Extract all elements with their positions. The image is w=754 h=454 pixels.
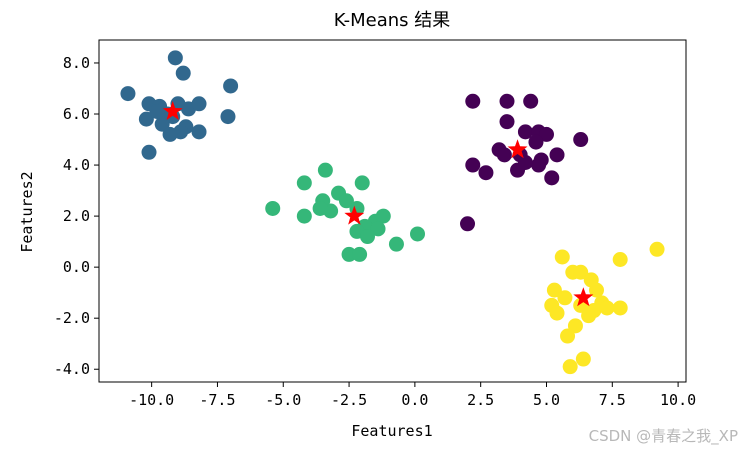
data-point <box>549 147 565 163</box>
data-point <box>478 165 494 181</box>
data-point <box>567 318 583 334</box>
data-point <box>338 193 354 209</box>
data-point <box>296 208 312 224</box>
data-point <box>544 170 560 186</box>
x-tick-label: 5.0 <box>533 391 560 409</box>
data-point <box>265 200 281 216</box>
data-point <box>546 282 562 298</box>
y-tick-label: 2.0 <box>63 207 90 225</box>
data-point <box>162 126 178 142</box>
x-axis-label: Features1 <box>351 422 432 440</box>
x-tick-label: 7.5 <box>599 391 626 409</box>
data-point <box>191 96 207 112</box>
x-tick-label: -7.5 <box>199 391 235 409</box>
data-point <box>560 328 576 344</box>
data-point <box>528 134 544 150</box>
data-point <box>223 78 239 94</box>
data-point <box>460 216 476 232</box>
x-tick-label: 2.5 <box>467 391 494 409</box>
data-point <box>410 226 426 242</box>
data-point <box>317 162 333 178</box>
data-point <box>589 282 605 298</box>
data-point <box>517 124 533 140</box>
y-tick-label: 8.0 <box>63 54 90 72</box>
data-point <box>496 147 512 163</box>
data-point <box>599 300 615 316</box>
data-point <box>523 93 539 109</box>
x-tick-label: -5.0 <box>265 391 301 409</box>
data-point <box>138 111 154 127</box>
data-point <box>354 175 370 191</box>
data-point <box>581 308 597 324</box>
data-point <box>573 132 589 148</box>
x-tick-label: -10.0 <box>129 391 174 409</box>
plot-area <box>98 39 687 383</box>
data-point <box>167 50 183 66</box>
x-tick-label: 0.0 <box>401 391 428 409</box>
y-tick-label: 6.0 <box>63 105 90 123</box>
centroid-star-marker <box>344 205 365 225</box>
y-tick-label: 4.0 <box>63 156 90 174</box>
data-point <box>375 208 391 224</box>
data-point <box>562 359 578 375</box>
y-tick-label: -2.0 <box>54 309 90 327</box>
y-tick-label: 0.0 <box>63 258 90 276</box>
data-point <box>612 251 628 267</box>
data-point <box>120 86 136 102</box>
data-point <box>499 93 515 109</box>
x-axis-ticks: -10.0 -7.5 -5.0 -2.5 0.0 2.5 5.0 7.5 10.0 <box>129 382 696 409</box>
data-point <box>612 300 628 316</box>
centroid-star-marker <box>573 287 594 307</box>
plot-frame <box>98 39 687 383</box>
data-point <box>517 155 533 171</box>
data-point <box>557 290 573 306</box>
data-point <box>341 246 357 262</box>
data-point <box>573 264 589 280</box>
y-axis-label: Features2 <box>18 171 36 252</box>
centroid-star-marker <box>162 100 183 120</box>
data-point <box>352 246 368 262</box>
data-point <box>649 241 665 257</box>
data-point <box>175 65 191 81</box>
data-point <box>154 116 170 132</box>
chart-title: K-Means 结果 <box>334 10 451 31</box>
data-point <box>220 109 236 125</box>
x-tick-label: 10.0 <box>660 391 696 409</box>
data-point <box>538 126 554 142</box>
data-point <box>575 351 591 367</box>
watermark-text: CSDN @青春之我_XP <box>588 427 738 445</box>
data-point <box>531 157 547 173</box>
data-point <box>465 93 481 109</box>
y-tick-label: -4.0 <box>54 360 90 378</box>
data-point <box>388 236 404 252</box>
data-point <box>141 144 157 160</box>
data-point <box>499 114 515 130</box>
data-point <box>312 200 328 216</box>
data-point <box>554 249 570 265</box>
data-point <box>465 157 481 173</box>
y-axis-ticks: -4.0 -2.0 0.0 2.0 4.0 6.0 8.0 <box>54 54 99 378</box>
data-point <box>549 305 565 321</box>
centroid-star-marker <box>507 139 528 159</box>
data-point <box>370 221 386 237</box>
x-tick-label: -2.5 <box>331 391 367 409</box>
data-point <box>359 229 375 245</box>
data-point <box>149 103 165 119</box>
data-point <box>296 175 312 191</box>
data-point <box>191 124 207 140</box>
